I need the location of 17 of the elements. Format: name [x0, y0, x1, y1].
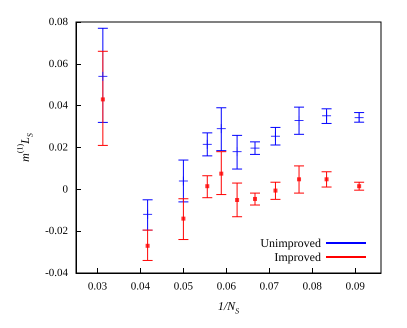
x-tick-label: 0.08 — [302, 280, 322, 292]
x-tick-label: 0.07 — [260, 280, 280, 292]
legend-label: Unimproved — [260, 236, 321, 250]
y-tick-label: -0.04 — [45, 267, 68, 279]
x-tick-label: 0.06 — [216, 280, 236, 292]
y-tick-label: 0 — [62, 183, 68, 196]
y-axis-title: m(1)LS — [16, 133, 34, 162]
y-tick-label: -0.02 — [45, 225, 68, 238]
y-tick-label: 0.02 — [48, 142, 68, 154]
x-tick-label: 0.04 — [130, 280, 151, 292]
legend-label: Improved — [274, 250, 321, 264]
y-tick-label: 0.08 — [48, 16, 68, 28]
y-tick-label: 0.04 — [48, 100, 68, 112]
x-tick-label: 0.09 — [346, 280, 366, 292]
x-tick-label: 0.03 — [88, 280, 108, 292]
y-tick-label: 0.06 — [48, 58, 68, 70]
x-tick-label: 0.05 — [174, 280, 194, 292]
